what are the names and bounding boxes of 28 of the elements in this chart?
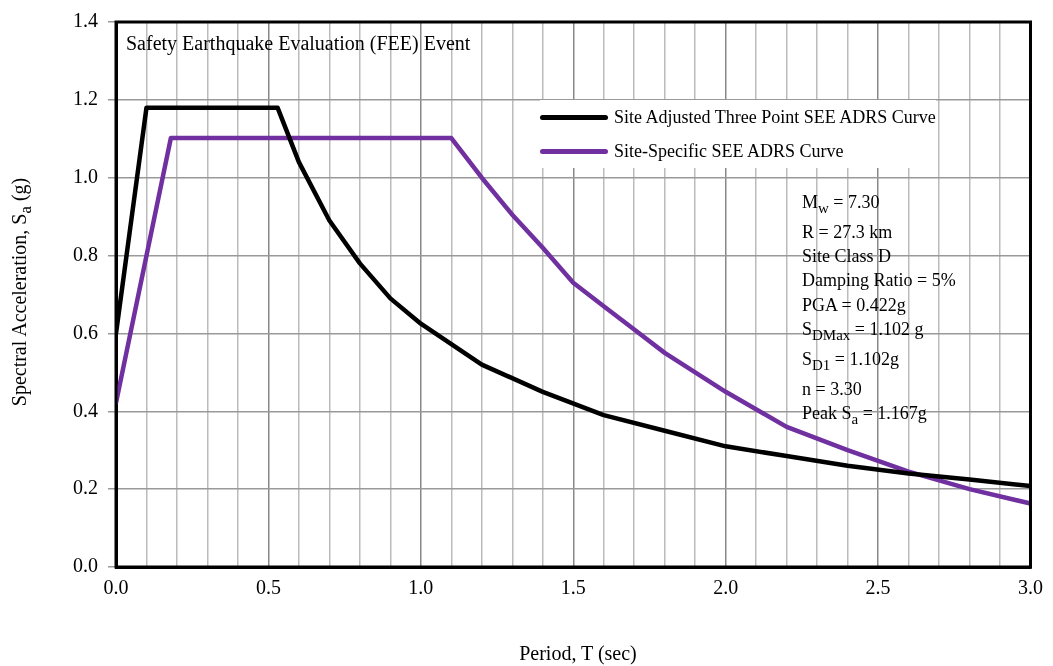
y-tick-label: 1.2 bbox=[73, 87, 98, 110]
annotation: PGA = 0.422g bbox=[802, 293, 907, 317]
annotation: R = 27.3 km bbox=[802, 220, 894, 244]
y-tick-label: 1.4 bbox=[73, 9, 98, 32]
x-tick-label: 1.5 bbox=[560, 576, 586, 599]
x-tick-label: 3.0 bbox=[1018, 576, 1043, 599]
x-tick-label: 0.5 bbox=[255, 576, 281, 599]
y-tick-label: 1.0 bbox=[73, 164, 98, 187]
annotation: Peak S$_{a}$ = 1.167g bbox=[802, 402, 928, 429]
y-tick-label: 0.0 bbox=[73, 554, 98, 577]
annotation: Site Class D bbox=[802, 245, 892, 269]
legend-label: Site Adjusted Three Point SEE ADRS Curve bbox=[614, 106, 936, 129]
y-tick-label: 0.8 bbox=[73, 242, 98, 265]
annotation: M$_{w}$ = 7.30 bbox=[802, 191, 881, 218]
y-tick-label: 0.2 bbox=[73, 476, 98, 499]
annotation: S$_{D1}$ = 1.102g bbox=[802, 347, 900, 375]
annotation: S$_{DMax}$ = 1.102 g bbox=[802, 318, 925, 345]
x-tick-label: 1.0 bbox=[408, 576, 434, 599]
legend-label: Site-Specific SEE ADRS Curve bbox=[614, 140, 844, 163]
x-tick-label: 0.0 bbox=[103, 576, 129, 599]
annotation: Damping Ratio = 5% bbox=[802, 269, 956, 293]
x-tick-label: 2.5 bbox=[865, 576, 891, 599]
y-tick-label: 0.6 bbox=[73, 320, 98, 343]
y-tick-label: 0.4 bbox=[73, 398, 98, 421]
text: Safety Earthquake Evaluation (FEE) Event bbox=[126, 31, 471, 56]
annotation: n = 3.30 bbox=[802, 377, 863, 401]
x-tick-label: 2.0 bbox=[713, 576, 739, 599]
x-axis-title: Period, T (sec) bbox=[518, 641, 638, 666]
